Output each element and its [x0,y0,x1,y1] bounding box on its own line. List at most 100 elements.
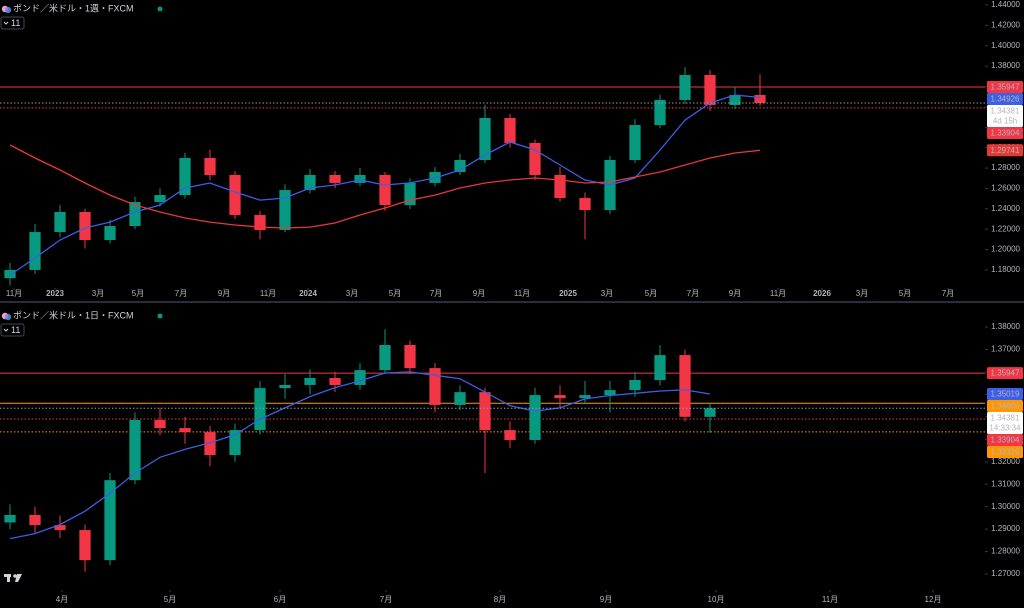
x-tick-label: 9月 [729,289,741,298]
candle-body [379,344,391,371]
candle-body [304,377,316,385]
y-tick-label: 1.37000 [991,345,1020,354]
price-label: 1.33329 [991,448,1020,457]
x-tick-label: 9月 [218,289,230,298]
y-tick-label: 1.28000 [991,547,1020,556]
candle-body [104,480,116,561]
candle-body [29,232,41,270]
candle-body [579,395,591,399]
candle-body [654,99,666,126]
x-tick-label: 2024 [299,289,317,298]
candle-body [204,432,216,456]
indicator-count: 11 [11,325,20,335]
candle-body [404,182,416,206]
price-label-box [987,433,1023,446]
candle-body [179,428,191,433]
x-tick-label: 5月 [389,289,401,298]
candle-body [79,211,91,240]
y-tick-label: 1.42000 [991,20,1020,29]
chart-title: ポンド／米ドル・1週・FXCM [13,2,134,13]
x-tick-label: 4月 [56,595,68,604]
y-tick-label: 1.22000 [991,224,1020,233]
candle-body [554,395,566,399]
x-tick-label: 5月 [132,289,144,298]
price-label: 1.35019 [991,390,1020,399]
y-tick-label: 1.40000 [991,41,1020,50]
x-tick-label: 8月 [494,595,506,604]
countdown: 4d 15h [993,117,1017,126]
candle-body [654,355,666,381]
candle-body [354,174,366,183]
candle-body [454,392,466,405]
tradingview-logo [4,574,22,582]
candle-body [404,344,416,369]
candle-body [379,174,391,206]
y-tick-label: 1.44000 [991,0,1020,9]
x-tick-label: 6月 [274,595,286,604]
candle-body [429,368,441,405]
x-tick-label: 3月 [92,289,104,298]
indicator-toggle[interactable] [0,323,25,337]
indicator-count: 11 [11,18,20,28]
x-tick-label: 7月 [380,595,392,604]
price-label-box [987,105,1023,128]
candle-body [129,419,141,481]
x-tick-label: 3月 [856,289,868,298]
candle-body [279,384,291,389]
price-label-box [987,399,1023,412]
candle-body [4,269,16,279]
x-tick-label: 11月 [514,289,530,298]
candle-body [154,419,166,429]
candle-body [679,75,691,100]
x-tick-label: 2026 [813,289,831,298]
x-tick-label: 11月 [260,289,276,298]
candle-body [29,514,41,526]
candle-body [54,525,66,531]
candle-body [154,195,166,202]
x-tick-label: 11月 [770,289,786,298]
countdown: 14:33:34 [989,424,1021,433]
candle-body [579,198,591,211]
y-tick-label: 1.38000 [991,322,1020,331]
candle-body [254,388,266,431]
x-tick-label: 11月 [822,595,838,604]
price-label: 1.34926 [991,95,1020,104]
candle-body [729,94,741,105]
x-tick-label: 10月 [708,595,725,604]
candle-body [554,174,566,199]
candle-body [529,142,541,175]
price-label: 1.34605 [991,402,1020,411]
candle-body [479,392,491,431]
chevron [3,21,9,25]
candle-body [604,390,616,396]
candle-body [704,408,716,417]
price-label: 1.34381 [991,107,1020,116]
x-tick-label: 2025 [559,289,577,298]
x-tick-label: 5月 [899,289,911,298]
ma-line [9,144,761,229]
candle-body [329,174,341,183]
y-tick-label: 1.20000 [991,245,1020,254]
x-tick-label: 5月 [645,289,657,298]
candle-body [54,211,66,233]
y-tick-label: 1.18000 [991,265,1020,274]
logo-part [15,574,22,582]
indicator-toggle[interactable] [0,16,25,30]
x-tick-label: 7月 [687,289,699,298]
price-label-box [987,445,1023,458]
y-tick-label: 1.38000 [991,61,1020,70]
chart-title: ポンド／米ドル・1日・FXCM [13,309,134,320]
candle-body [204,157,216,175]
candle-body [229,430,241,456]
price-label: 1.33904 [991,436,1020,445]
candle-body [129,201,141,227]
y-tick-label: 1.24000 [991,204,1020,213]
x-tick-label: 2023 [46,289,64,298]
candle-body [329,377,341,385]
x-tick-label: 3月 [601,289,613,298]
x-tick-label: 7月 [175,289,187,298]
x-tick-label: 9月 [473,289,485,298]
y-tick-label: 1.32000 [991,457,1020,466]
candle-body [179,157,191,196]
